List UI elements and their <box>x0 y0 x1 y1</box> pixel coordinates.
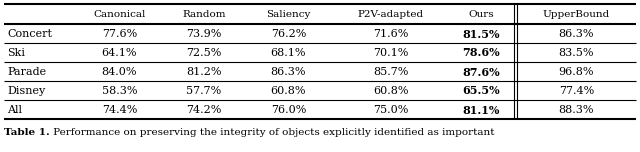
Text: 77.4%: 77.4% <box>559 86 594 96</box>
Text: 64.1%: 64.1% <box>102 48 137 58</box>
Text: 81.2%: 81.2% <box>186 67 221 77</box>
Text: 76.0%: 76.0% <box>271 105 306 115</box>
Text: 68.1%: 68.1% <box>271 48 306 58</box>
Text: 57.7%: 57.7% <box>186 86 221 96</box>
Text: 74.2%: 74.2% <box>186 105 221 115</box>
Text: 86.3%: 86.3% <box>559 29 594 39</box>
Text: 71.6%: 71.6% <box>373 29 408 39</box>
Text: 87.6%: 87.6% <box>462 67 500 78</box>
Text: 60.8%: 60.8% <box>271 86 306 96</box>
Text: 72.5%: 72.5% <box>186 48 221 58</box>
Text: 81.1%: 81.1% <box>462 105 500 116</box>
Text: Saliency: Saliency <box>266 10 310 19</box>
Text: Concert: Concert <box>7 29 52 39</box>
Text: 75.0%: 75.0% <box>373 105 408 115</box>
Text: 86.3%: 86.3% <box>271 67 306 77</box>
Text: 88.3%: 88.3% <box>559 105 594 115</box>
Text: 73.9%: 73.9% <box>186 29 221 39</box>
Text: All: All <box>7 105 22 115</box>
Text: Parade: Parade <box>7 67 46 77</box>
Text: Ski: Ski <box>7 48 25 58</box>
Text: Table 1.: Table 1. <box>4 128 50 137</box>
Text: Disney: Disney <box>7 86 45 96</box>
Text: 70.1%: 70.1% <box>373 48 408 58</box>
Text: 78.6%: 78.6% <box>462 47 500 59</box>
Text: Canonical: Canonical <box>93 10 145 19</box>
Text: 84.0%: 84.0% <box>102 67 137 77</box>
Text: 77.6%: 77.6% <box>102 29 137 39</box>
Text: 74.4%: 74.4% <box>102 105 137 115</box>
Text: 85.7%: 85.7% <box>373 67 408 77</box>
Text: UpperBound: UpperBound <box>543 10 610 19</box>
Text: P2V-adapted: P2V-adapted <box>358 10 424 19</box>
Text: 96.8%: 96.8% <box>559 67 594 77</box>
Text: Ours: Ours <box>468 10 493 19</box>
Text: Performance on preserving the integrity of objects explicitly identified as impo: Performance on preserving the integrity … <box>50 128 494 137</box>
Text: 81.5%: 81.5% <box>462 29 500 40</box>
Text: 65.5%: 65.5% <box>462 85 500 97</box>
Text: 60.8%: 60.8% <box>372 86 408 96</box>
Text: 76.2%: 76.2% <box>271 29 306 39</box>
Text: Random: Random <box>182 10 226 19</box>
Text: 83.5%: 83.5% <box>559 48 594 58</box>
Text: 58.3%: 58.3% <box>102 86 137 96</box>
